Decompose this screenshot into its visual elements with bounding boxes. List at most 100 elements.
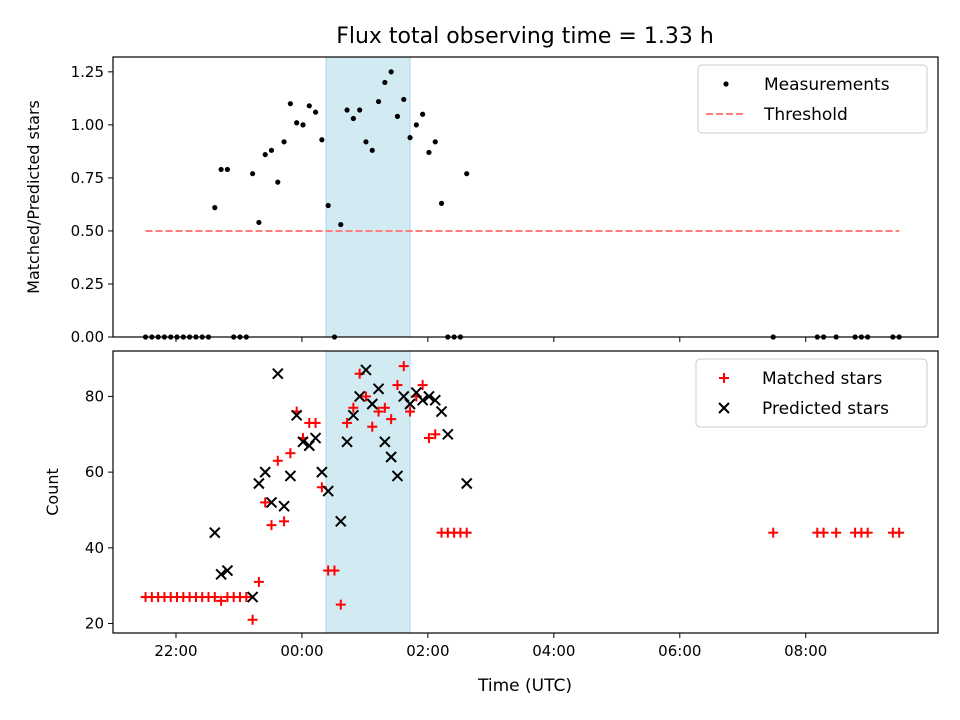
measurement-point (388, 69, 394, 75)
matched-star-point (209, 592, 220, 603)
matched-star-point (392, 380, 403, 391)
y-tick-label: 40 (85, 539, 104, 557)
matched-star-point (285, 448, 296, 459)
matched-star-point (831, 527, 842, 538)
predicted-star-point (353, 390, 366, 403)
matched-star-point (405, 406, 416, 417)
x-tick-label: 04:00 (532, 642, 575, 660)
legend-measurement-swatch (723, 81, 729, 87)
x-tick-label: 06:00 (658, 642, 701, 660)
measurement-point (420, 111, 426, 117)
predicted-star-point (215, 568, 227, 581)
predicted-star-point (385, 451, 397, 463)
measurement-point (212, 205, 218, 211)
matched-star-point (335, 599, 346, 610)
predicted-star-point (366, 398, 378, 410)
y-tick-label: 0.75 (71, 169, 104, 187)
matched-star-point (379, 402, 390, 413)
predicted-star-point (404, 398, 416, 410)
predicted-star-point (435, 405, 448, 418)
matched-star-point (260, 497, 271, 508)
y-tick-label: 1.00 (71, 116, 104, 134)
predicted-star-point (442, 428, 454, 440)
predicted-star-point (347, 409, 360, 422)
y-tick-label: 80 (85, 387, 104, 405)
x-tick-label: 08:00 (784, 642, 827, 660)
matched-star-point (348, 402, 359, 413)
measurement-point (338, 221, 344, 228)
matched-star-point (279, 516, 290, 527)
measurement-point (275, 179, 281, 185)
measurement-point (256, 219, 262, 226)
matched-star-point (386, 414, 397, 425)
axes-frame (112, 350, 939, 634)
legend-box (697, 64, 928, 134)
legend-label: Threshold (763, 105, 848, 125)
predicted-star-point (253, 477, 265, 490)
matched-star-point (266, 520, 277, 531)
measurement-point (325, 202, 331, 209)
measurement-point (350, 115, 356, 122)
predicted-star-point (265, 496, 278, 509)
matched-star-point (461, 527, 472, 538)
x-tick-label: 22:00 (154, 642, 197, 660)
top-panel: 0.00 0.25 0.50 0.75 1.00 1.25 Matched/Predicte… (24, 56, 939, 346)
measurement-point (438, 200, 445, 206)
predicted-star-point (246, 591, 259, 603)
measurement-point (369, 147, 375, 153)
predicted-star-point (278, 500, 290, 512)
matched-star-point (430, 429, 441, 440)
measurement-point (294, 120, 300, 126)
matched-star-point (367, 421, 378, 432)
bottom-panel: 22:00 00:00 02:00 04:00 06:00 08:00 20 40 60 80 Co… (43, 350, 939, 660)
measurement-point (401, 96, 407, 103)
measurement-point (407, 135, 413, 141)
y-tick-label: 0.25 (71, 275, 104, 293)
legend-label: Predicted stars (762, 399, 889, 419)
matched-star-point (417, 380, 428, 391)
axes-frame (112, 56, 939, 338)
predicted-star-point (429, 394, 441, 406)
measurement-point (363, 139, 369, 145)
measurement-point (464, 171, 470, 177)
legend-predicted-swatch (718, 402, 730, 414)
predicted-star-point (316, 466, 328, 478)
matched-star-point (862, 527, 873, 538)
measurement-point (375, 98, 382, 105)
matched-star-point (272, 455, 283, 466)
x-tick-label: 02:00 (406, 642, 449, 660)
measurement-point (344, 107, 350, 113)
matched-star-point (342, 417, 353, 428)
legend-box (695, 358, 928, 428)
predicted-star-point (221, 564, 234, 577)
measurement-point (287, 101, 293, 107)
predicted-star-point (284, 470, 297, 482)
predicted-star-point (209, 526, 221, 539)
y-tick-label: 20 (85, 615, 104, 633)
predicted-star-point (272, 368, 284, 380)
y-axis-label: Count (43, 468, 62, 516)
measurement-point (218, 166, 224, 173)
matched-star-point (360, 391, 371, 402)
matched-star-point (373, 406, 384, 417)
predicted-star-point (297, 436, 309, 448)
measurement-point (268, 147, 275, 153)
x-tick-label: 00:00 (280, 642, 323, 660)
measurement-point (306, 103, 312, 109)
matched-star-point (818, 527, 829, 538)
legend-label: Measurements (764, 75, 890, 95)
measurement-point (319, 137, 325, 143)
measurement-point (357, 107, 363, 113)
predicted-star-point (379, 436, 391, 448)
matched-star-point (241, 592, 252, 603)
measurement-point (300, 122, 306, 128)
matched-star-point (216, 595, 227, 606)
predicted-star-point (309, 432, 322, 444)
y-tick-label: 60 (85, 463, 104, 481)
y-tick-label: 1.25 (71, 63, 104, 81)
shaded-span (325, 56, 411, 338)
matched-star-point (253, 576, 264, 587)
measurement-point (413, 122, 419, 128)
predicted-star-point (259, 466, 271, 478)
measurement-point (382, 79, 388, 86)
